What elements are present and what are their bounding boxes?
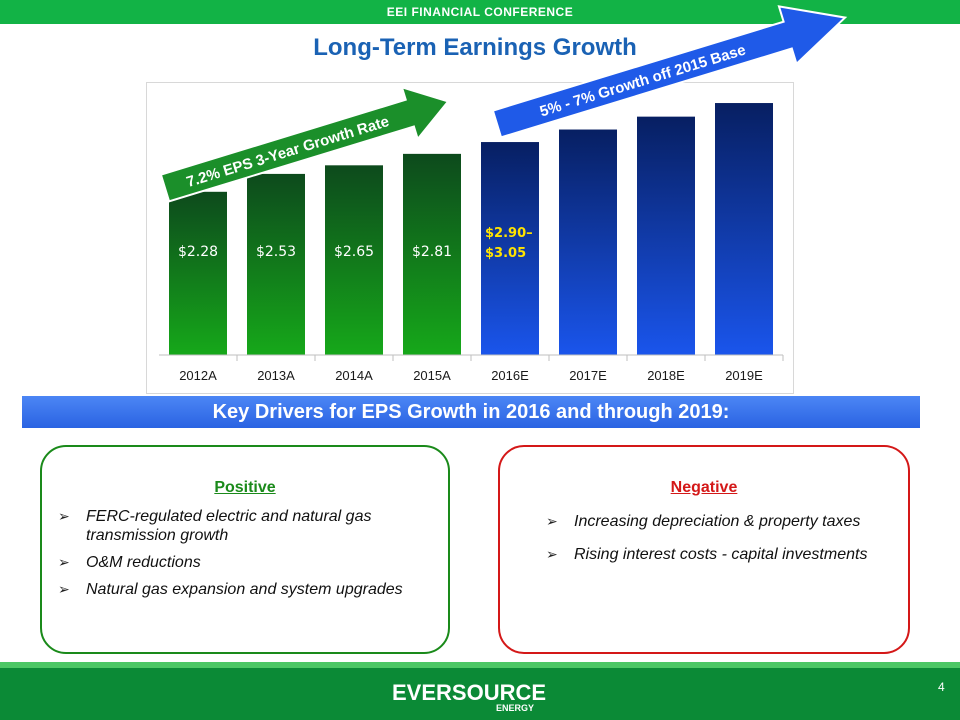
page-number: 4 xyxy=(938,680,945,694)
eps-chart: 2012A 2013A 2014A 2015A 2016E 2017E 2018E 2019E… xyxy=(146,82,794,394)
value-label-2012A: $2.28 xyxy=(178,244,218,260)
arrow-bullet-icon: ➢ xyxy=(58,554,70,570)
tick-label-2019E: 2019E xyxy=(725,368,763,383)
arrow-bullet-icon: ➢ xyxy=(546,513,558,529)
eps-bar-chart: 2012A 2013A 2014A 2015A 2016E 2017E 2018E 2019E… xyxy=(159,103,784,383)
bar-2013A xyxy=(247,173,305,355)
value-label-2013A: $2.53 xyxy=(256,244,296,260)
arrow-bullet-icon: ➢ xyxy=(546,546,558,562)
conference-banner: EEI FINANCIAL CONFERENCE xyxy=(0,0,960,24)
bar-2014A xyxy=(325,165,383,355)
tick-label-2018E: 2018E xyxy=(647,368,685,383)
value-labels: $2.28 $2.53 $2.65 $2.81 $2.90– $3.05 xyxy=(178,226,533,261)
positive-title: Positive xyxy=(214,479,276,496)
tick-label-2012A: 2012A xyxy=(179,368,217,383)
footer-stripe xyxy=(0,662,960,668)
footer-band xyxy=(0,662,960,720)
arrow-bullet-icon: ➢ xyxy=(58,581,70,597)
list-item: ➢ Increasing depreciation & property taxe… xyxy=(546,513,861,530)
tick-label-2014A: 2014A xyxy=(335,368,373,383)
eversource-logo: EVERSOURCE xyxy=(392,680,547,705)
key-drivers-banner: Key Drivers for EPS Growth in 2016 and t… xyxy=(22,396,920,428)
arrow-bullet-icon: ➢ xyxy=(58,508,70,524)
negative-drivers-box: Negative ➢ Increasing depreciation & prop… xyxy=(498,445,910,654)
bar-2012A xyxy=(169,191,227,355)
list-item: ➢ O&M reductions xyxy=(58,554,201,571)
bars-layer xyxy=(169,103,773,355)
bar-2016E xyxy=(481,142,539,355)
bar-2017E xyxy=(559,129,617,355)
eversource-logo-subtitle: ENERGY xyxy=(496,703,535,713)
negative-title: Negative xyxy=(670,479,738,496)
tick-label-2016E: 2016E xyxy=(491,368,529,383)
value-label-2016E: $2.90– $3.05 xyxy=(485,226,533,261)
bar-2019E xyxy=(715,103,773,355)
positive-list: ➢ FERC-regulated electric and natural gas… xyxy=(58,507,438,607)
tick-labels: 2012A 2013A 2014A 2015A 2016E 2017E 2018E 2019E xyxy=(179,355,784,383)
value-label-2014A: $2.65 xyxy=(334,244,374,260)
tick-label-2017E: 2017E xyxy=(569,368,607,383)
bar-2018E xyxy=(637,116,695,355)
positive-drivers-box: Positive ➢ FERC-regulated electric and na… xyxy=(40,445,450,654)
list-item: ➢ Rising interest costs - capital investm… xyxy=(546,546,868,563)
tick-label-2013A: 2013A xyxy=(257,368,295,383)
tick-label-2015A: 2015A xyxy=(413,368,451,383)
list-item: ➢ Natural gas expansion and system upgrad… xyxy=(58,581,403,598)
value-label-2015A: $2.81 xyxy=(412,244,452,260)
list-item: ➢ FERC-regulated electric and natural gas… xyxy=(58,508,372,544)
page-title: Long-Term Earnings Growth xyxy=(313,34,637,61)
negative-list: ➢ Increasing depreciation & property taxe… xyxy=(546,512,896,578)
